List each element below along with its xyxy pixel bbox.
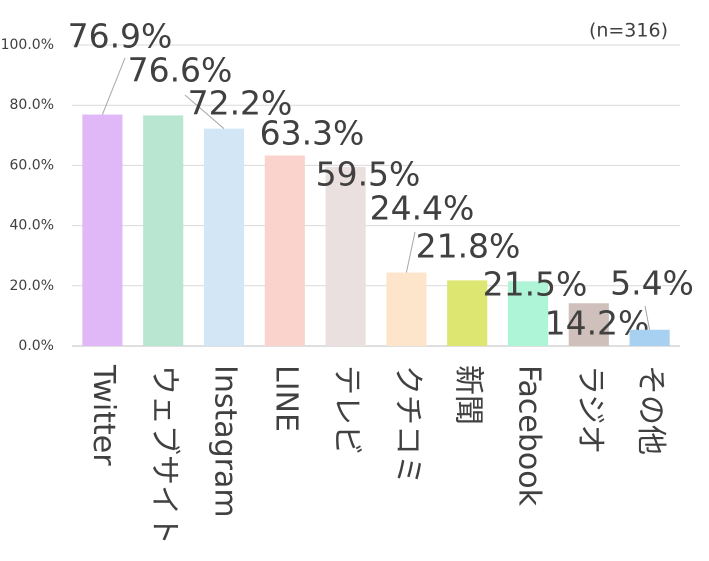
x-tick-label: LINE: [268, 365, 303, 432]
y-tick-label: 100.0%: [1, 37, 54, 53]
bar: [325, 166, 366, 346]
bar: [143, 115, 184, 347]
value-label: 24.4%: [370, 189, 475, 228]
x-tick-label: Instagram: [208, 365, 243, 518]
bar: [82, 114, 123, 346]
x-tick-label: Facebook: [512, 365, 547, 507]
sample-note: (n=316): [589, 20, 668, 42]
bar: [203, 128, 245, 346]
bar: [264, 155, 305, 346]
value-label: 5.4%: [610, 264, 694, 303]
y-tick-label: 0.0%: [18, 338, 54, 354]
value-label: 21.8%: [416, 227, 521, 266]
bar: [386, 272, 427, 346]
value-label: 72.2%: [188, 84, 293, 123]
leader-line: [184, 94, 225, 130]
y-tick-label: 40.0%: [10, 218, 54, 234]
x-tick-label: 新聞: [451, 365, 486, 425]
bar: [629, 329, 670, 346]
y-tick-label: 60.0%: [10, 157, 54, 173]
bar: [568, 303, 609, 346]
x-tick-label: ラジオ: [572, 365, 607, 454]
x-tick-label: テレビ: [329, 365, 364, 455]
leader-line: [644, 305, 651, 330]
x-tick-label: Twitter: [86, 364, 121, 466]
value-label: 76.6%: [128, 51, 233, 90]
x-tick-label: ウェブサイト: [147, 365, 182, 545]
value-label: 76.9%: [68, 17, 173, 56]
leader-line: [101, 57, 126, 115]
y-tick-label: 20.0%: [10, 278, 54, 294]
value-label: 59.5%: [316, 155, 421, 194]
bar: [507, 281, 549, 346]
x-tick-label: クチコミ: [390, 365, 425, 485]
bar: [447, 280, 488, 346]
value-label: 21.5%: [483, 265, 588, 304]
x-tick-label: その他: [633, 365, 668, 455]
y-tick-label: 80.0%: [10, 97, 54, 113]
value-label: 63.3%: [260, 114, 365, 153]
leader-line: [405, 231, 416, 273]
